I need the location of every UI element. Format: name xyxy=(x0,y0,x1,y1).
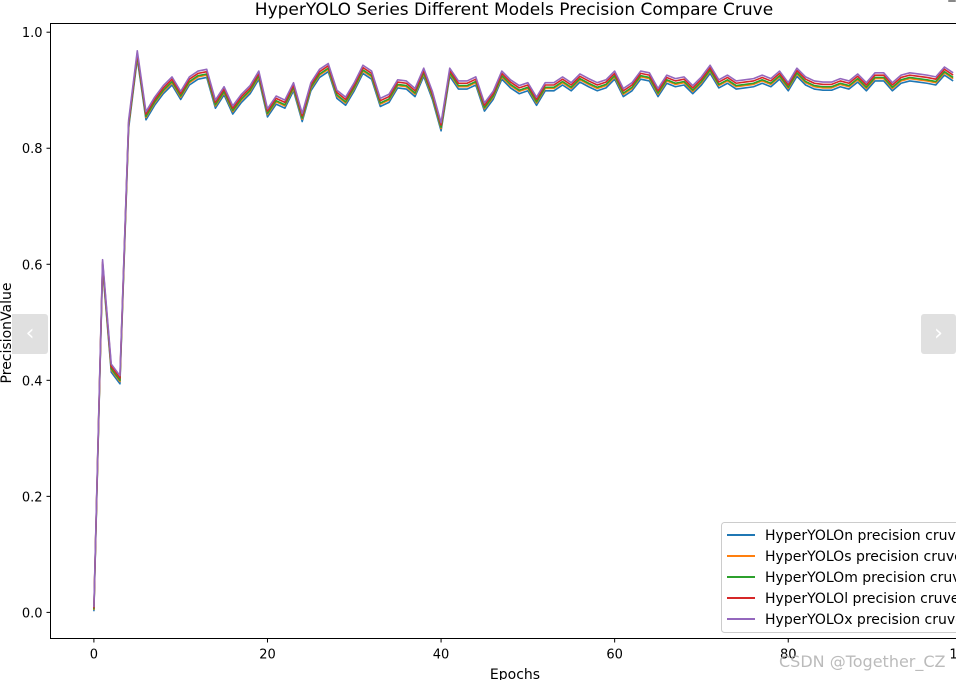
x-tick-label: 40 xyxy=(433,648,450,663)
next-image-button[interactable]: › xyxy=(921,314,956,354)
y-tick-label: 0.6 xyxy=(22,258,43,273)
watermark: CSDN @Together_CZ xyxy=(779,652,946,671)
x-tick-label: 60 xyxy=(606,648,623,663)
x-axis-ticks: 0 20 40 60 80 100 xyxy=(90,638,956,663)
y-tick-label: 1.0 xyxy=(22,26,43,41)
chart-title: HyperYOLO Series Different Models Precis… xyxy=(255,0,773,20)
x-tick-label: 80 xyxy=(780,648,797,663)
x-tick-label: 0 xyxy=(90,648,98,663)
plot-frame xyxy=(50,23,956,639)
window-corner-mark xyxy=(948,0,956,2)
legend-label: HyperYOLOx precision cruve xyxy=(765,612,956,628)
y-axis-ticks: 0.0 0.2 0.4 0.6 0.8 1.0 xyxy=(22,26,51,621)
series-line-0 xyxy=(93,58,954,612)
series-line-4 xyxy=(93,49,954,608)
legend-label: HyperYOLOn precision cruve xyxy=(765,528,956,544)
y-axis-label: PrecisionValue xyxy=(0,283,15,384)
x-tick-label: 20 xyxy=(259,648,276,663)
chevron-left-icon: ‹ xyxy=(25,321,35,346)
plot-lines xyxy=(93,49,954,612)
chevron-right-icon: › xyxy=(934,321,943,346)
legend-label: HyperYOLOs precision cruve xyxy=(765,549,956,565)
legend-box xyxy=(721,522,956,633)
x-axis-label: Epochs xyxy=(490,667,540,680)
y-tick-label: 0.8 xyxy=(22,142,43,157)
y-tick-label: 0.0 xyxy=(22,606,43,621)
series-line-3 xyxy=(93,52,954,609)
y-tick-label: 0.2 xyxy=(22,490,43,505)
y-tick-label: 0.4 xyxy=(22,374,43,389)
legend: HyperYOLOn precision cruve HyperYOLOs pre… xyxy=(721,522,956,633)
legend-label: HyperYOLOl precision cruve xyxy=(765,591,956,607)
series-line-2 xyxy=(93,54,954,610)
previous-image-button[interactable]: ‹ xyxy=(12,314,48,354)
x-tick-label: 100 xyxy=(949,648,956,663)
legend-label: HyperYOLOm precision cruve xyxy=(765,570,956,586)
